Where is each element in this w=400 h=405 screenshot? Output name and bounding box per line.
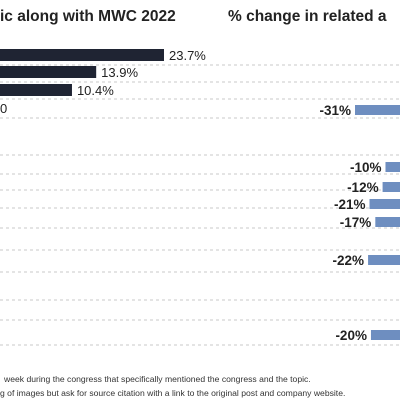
- right-bar-value-label: -21%: [334, 197, 366, 212]
- right-bar-value-label: -17%: [340, 215, 372, 230]
- right-bar-series: -31% -10% -12% -21% -17% -22% -20%: [319, 103, 400, 343]
- left-bar: [0, 49, 164, 61]
- left-bar-value-label: 23.7%: [169, 48, 206, 63]
- row-separators: [0, 64, 400, 346]
- footnote-line-2: g of images but ask for source citation …: [0, 388, 345, 398]
- right-bar-value-label: -10%: [350, 160, 382, 175]
- right-chart-title: % change in related a: [228, 8, 387, 25]
- left-bar-series: 23.7% 13.9% 10.4% 0: [0, 48, 206, 116]
- left-bar-value-label: 13.9%: [101, 65, 138, 80]
- right-bar-value-label: -31%: [319, 103, 351, 118]
- right-bar: [370, 330, 400, 340]
- left-bar-value-label: 10.4%: [77, 83, 114, 98]
- right-bar-value-label: -12%: [347, 180, 379, 195]
- footnote-line-1: week during the congress that specifical…: [3, 374, 311, 384]
- right-bar: [382, 182, 400, 192]
- left-chart-title: ic along with MWC 2022: [0, 8, 176, 25]
- right-bar-value-label: -20%: [335, 328, 367, 343]
- right-bar-value-label: -22%: [333, 253, 365, 268]
- left-bar: [0, 84, 72, 96]
- left-bar-value-label: 0: [0, 101, 7, 116]
- right-bar: [385, 162, 400, 172]
- right-bar: [369, 199, 400, 209]
- right-bar: [368, 255, 400, 265]
- left-bar: [0, 66, 97, 78]
- right-bar: [375, 217, 400, 227]
- right-bar: [355, 105, 400, 115]
